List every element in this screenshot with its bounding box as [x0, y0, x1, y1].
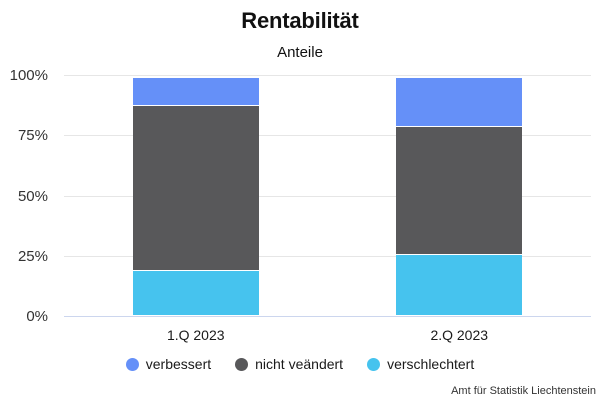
legend-label-nicht-veändert: nicht veändert [255, 356, 344, 372]
y-tick-label: 75% [17, 127, 48, 145]
x-axis-label-1-q-2023: 1.Q 2023 [166, 327, 225, 343]
x-axis-label-2-q-2023: 2.Q 2023 [430, 327, 489, 343]
chart-title: Rentabilität [241, 8, 359, 33]
gridline [64, 135, 591, 137]
legend-label-verschlechtert: verschlechtert [387, 356, 475, 372]
bar-1-q-2023 [132, 77, 259, 315]
bar-segment-nicht-veändert-1-q-2023 [132, 105, 259, 272]
legend-item-verschlechtert: verschlechtert [367, 356, 474, 372]
plot-area [64, 75, 591, 317]
y-tick-label: 25% [17, 247, 48, 265]
bar-2-q-2023 [396, 77, 523, 315]
bar-segment-verschlechtert-2-q-2023 [396, 254, 523, 315]
legend-swatch-icon-verschlechtert [367, 357, 381, 371]
legend-label-verbessert: verbessert [145, 356, 212, 372]
chart-subtitle: Anteile [277, 44, 323, 61]
bar-segment-verschlechtert-1-q-2023 [132, 271, 259, 315]
legend-swatch-icon-nicht-veändert [235, 357, 249, 371]
y-tick-label: 0% [26, 308, 48, 325]
source-credit: Amt für Statistik Liechtenstein [451, 385, 596, 397]
legend-item-nicht-veändert: nicht veändert [235, 356, 343, 372]
y-tick-label: 50% [17, 187, 48, 205]
legend-item-verbessert: verbessert [125, 356, 212, 372]
y-tick-label: 100% [9, 67, 48, 84]
legend: verbessert nicht veändert verschlechtert [0, 356, 600, 372]
bar-segment-verbessert-2-q-2023 [396, 77, 523, 127]
x-axis-baseline [64, 316, 591, 317]
bar-segment-nicht-veändert-2-q-2023 [396, 126, 523, 255]
legend-swatch-icon-verbessert [125, 357, 139, 371]
gridline [64, 75, 591, 76]
bar-segment-verbessert-1-q-2023 [132, 77, 259, 106]
gridline [64, 255, 591, 257]
gridline [64, 195, 591, 197]
